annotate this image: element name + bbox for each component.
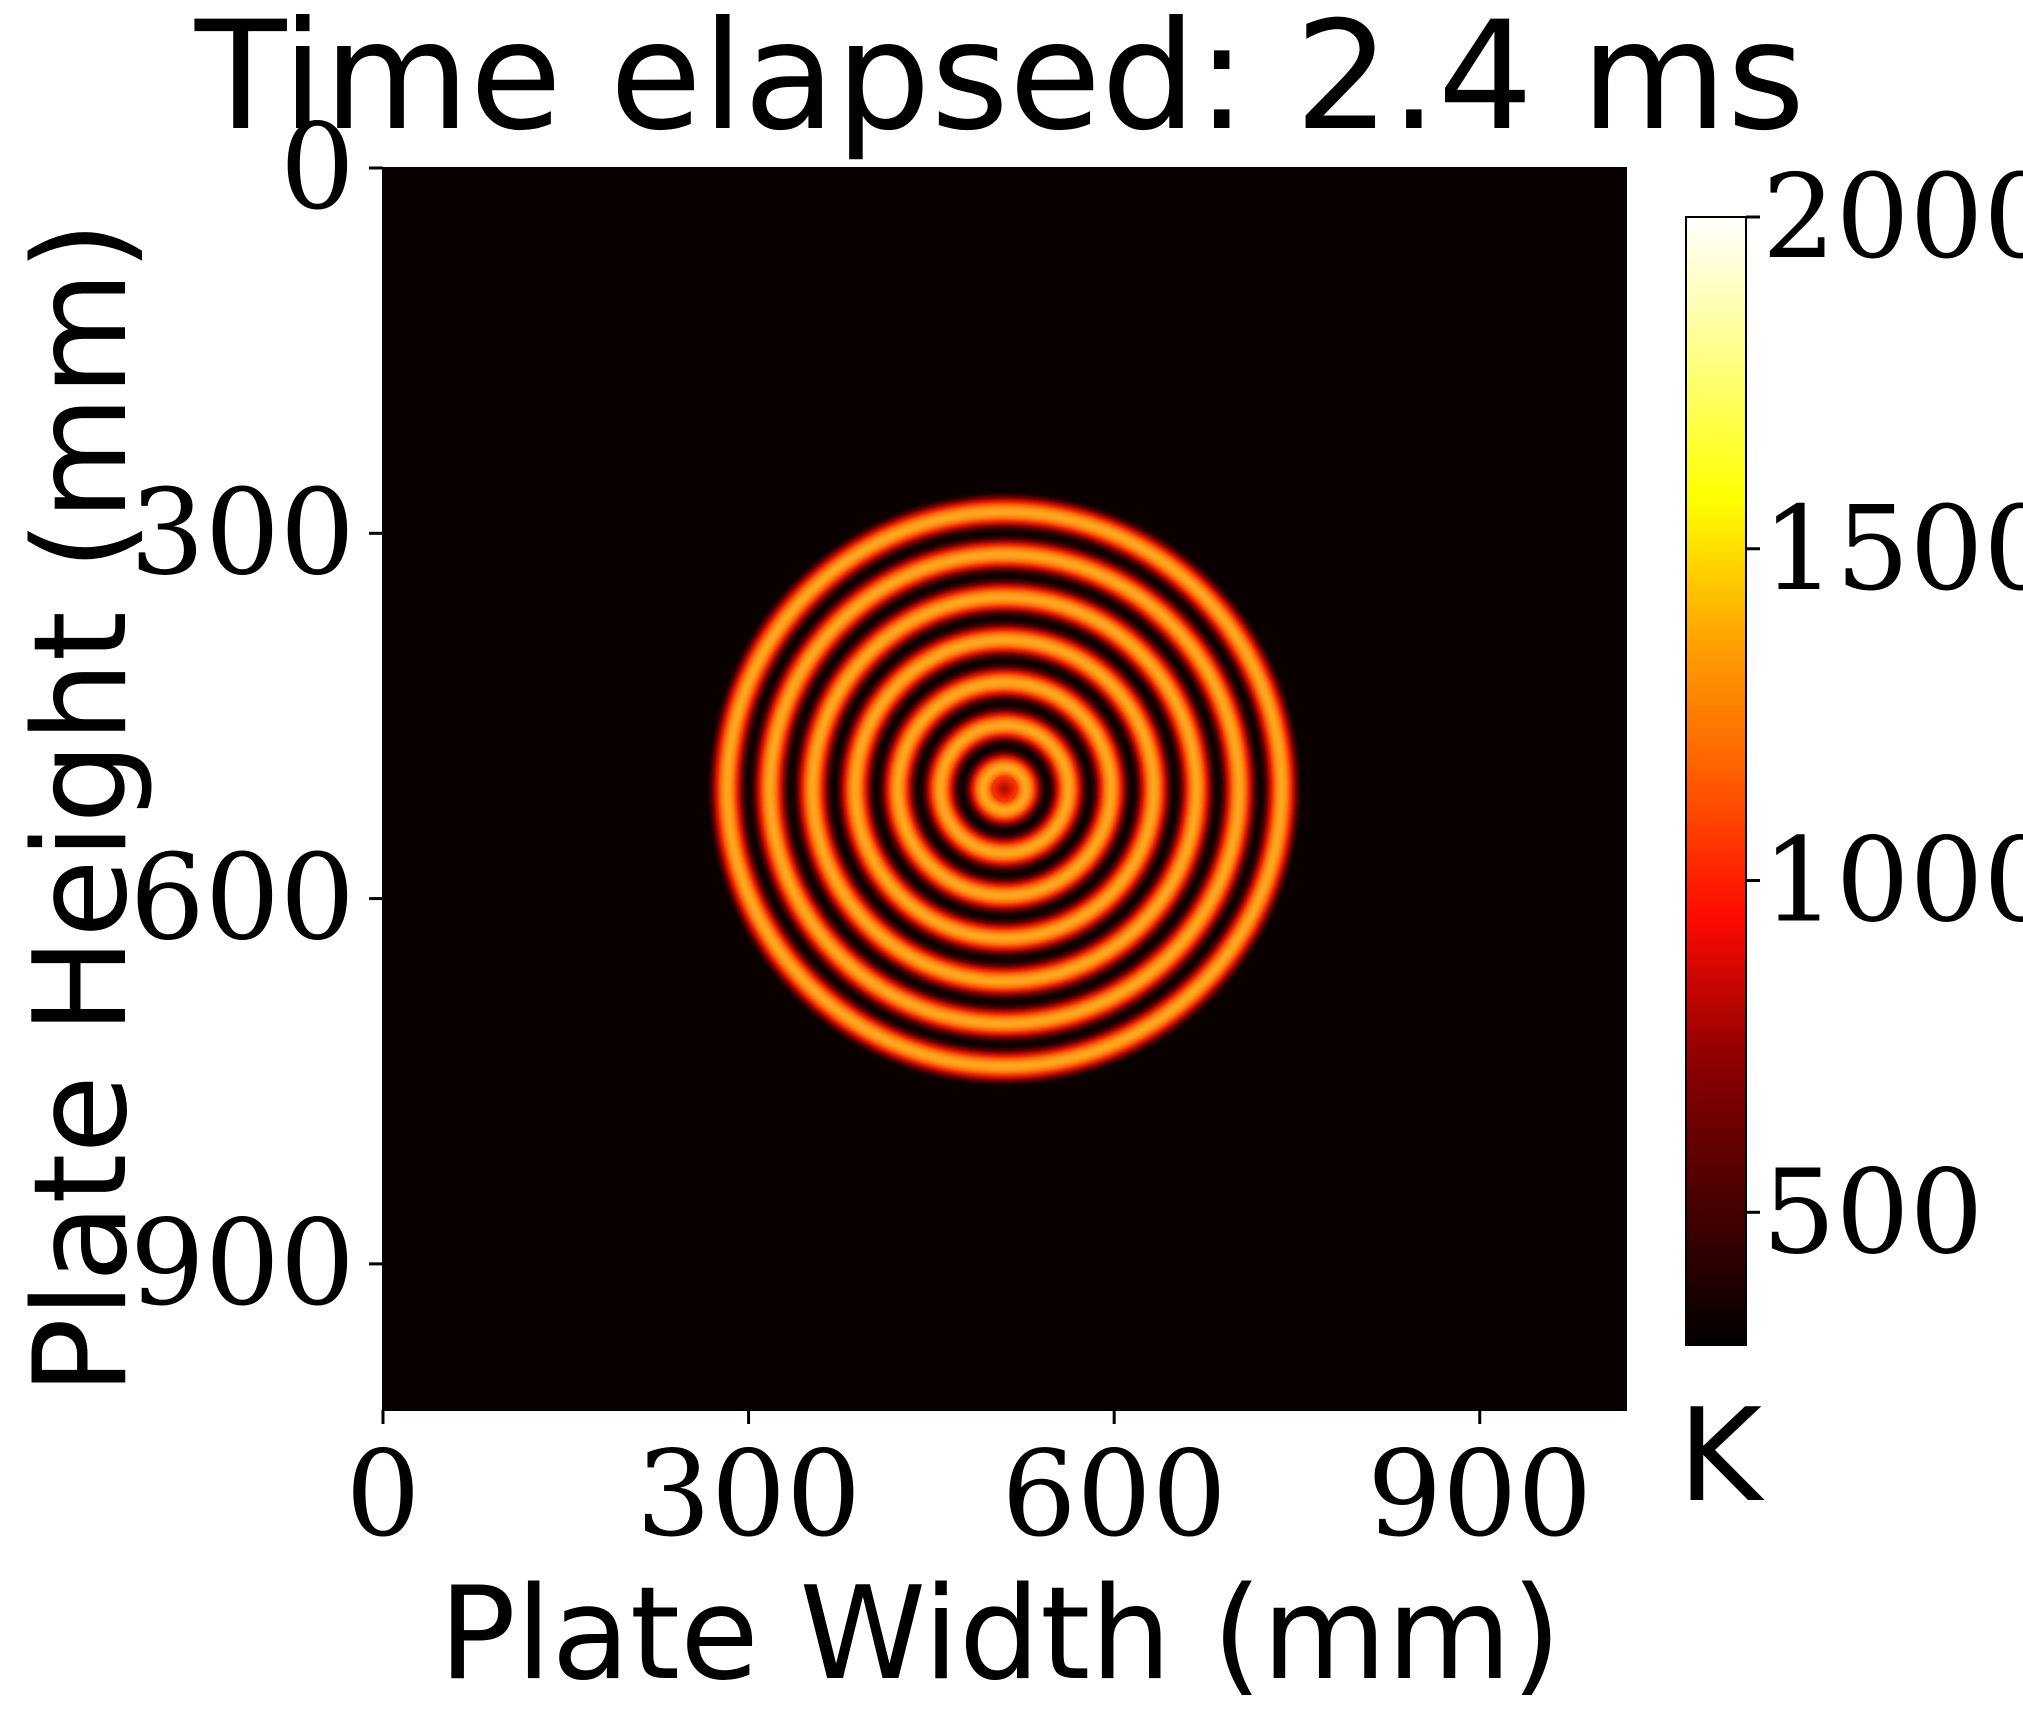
- x-axis-label: Plate Width (mm): [439, 1560, 1562, 1709]
- plot-area: [382, 167, 1627, 1411]
- heatmap-rings: [705, 490, 1304, 1088]
- x-axis: 0 300 600 900: [345, 1410, 1592, 1563]
- y-tick-label: 600: [130, 829, 355, 967]
- x-tick-label: 300: [636, 1425, 861, 1563]
- x-tick-label: 0: [345, 1425, 420, 1563]
- plot-frame: [382, 167, 1627, 1411]
- y-tick-label: 0: [280, 98, 355, 236]
- colorbar-tick-label: 1500: [1762, 482, 2023, 617]
- y-tick-label: 900: [130, 1194, 355, 1332]
- x-tick-label: 900: [1367, 1425, 1592, 1563]
- colorbar-gradient-bar: [1685, 216, 1747, 1346]
- colorbar-unit-label: K: [1678, 1382, 1765, 1531]
- colorbar: 500 1000 1500 2000: [1685, 150, 2023, 1346]
- chart-title: Time elapsed: 2.4 ms: [194, 0, 1805, 164]
- colorbar-tick-label: 1000: [1762, 814, 2023, 949]
- y-tick-label: 300: [130, 463, 355, 601]
- x-tick-label: 600: [1002, 1425, 1227, 1563]
- colorbar-ticks: 500 1000 1500 2000: [1746, 150, 2023, 1280]
- y-axis: 0 300 600 900: [130, 98, 383, 1332]
- colorbar-tick-label: 2000: [1762, 150, 2023, 285]
- y-axis-label: Plate Height (mm): [7, 221, 156, 1395]
- colorbar-tick-label: 500: [1762, 1145, 1983, 1280]
